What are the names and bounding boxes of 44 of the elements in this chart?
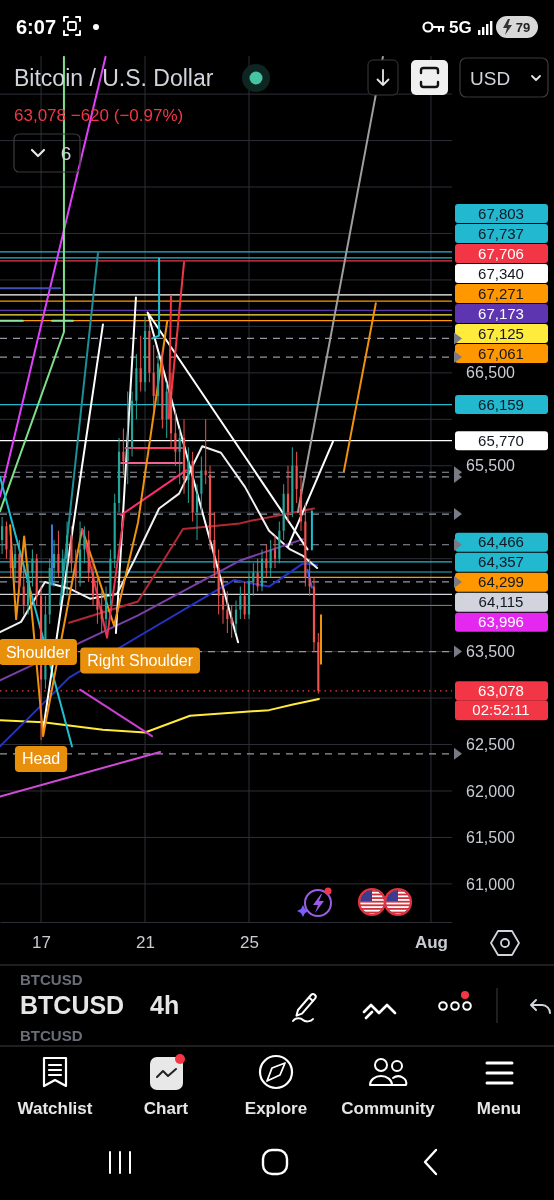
ref-line-label: 67,173 xyxy=(478,304,524,322)
text: 4h xyxy=(150,991,180,1019)
text: 5G xyxy=(449,18,472,37)
text: Menu xyxy=(476,1099,522,1118)
ref-line-label: 67,125 xyxy=(478,324,524,342)
y-tick-label: 62,000 xyxy=(466,782,516,800)
text: 79 xyxy=(515,20,531,35)
y-tick-label: 61,000 xyxy=(466,875,516,893)
ref-line-label: 65,770 xyxy=(478,431,524,449)
ref-line-label: 67,803 xyxy=(478,204,524,222)
text: Community xyxy=(341,1099,436,1118)
text: Explore xyxy=(244,1099,308,1118)
x-tick-label: 25 xyxy=(240,933,259,953)
text: BTCUSD xyxy=(20,1027,83,1044)
ref-line-label: 64,299 xyxy=(478,573,524,591)
x-tick-label: 17 xyxy=(32,933,52,953)
annotation: Shoulder xyxy=(5,643,71,661)
y-tick-label: 62,500 xyxy=(466,736,516,754)
y-tick-label: 61,500 xyxy=(466,829,516,847)
ref-line-label: 63,078 xyxy=(478,682,524,700)
ref-line-label: 67,061 xyxy=(478,344,524,362)
annotation: Right Shoulder xyxy=(87,651,194,669)
text: Chart xyxy=(143,1099,189,1118)
ref-line-label: 67,271 xyxy=(478,284,524,302)
ref-line-label: 67,340 xyxy=(478,264,524,282)
text: BTCUSD xyxy=(20,991,125,1019)
ref-line-label: 67,737 xyxy=(478,224,524,242)
y-tick-label: 63,500 xyxy=(466,643,516,661)
annotation: Head xyxy=(21,750,61,768)
text: 6:07 xyxy=(16,16,57,38)
text: USD xyxy=(470,68,511,89)
y-tick-label: 66,500 xyxy=(466,364,516,382)
x-tick-label: 21 xyxy=(136,933,155,953)
text: 02:52:11 xyxy=(472,701,530,719)
text: BTCUSD xyxy=(20,971,83,988)
ref-line-label: 64,466 xyxy=(478,533,524,551)
y-tick-label: 65,500 xyxy=(466,457,516,475)
ref-line-label: 66,159 xyxy=(478,395,524,413)
ref-line-label: 64,115 xyxy=(478,593,524,611)
text: Watchlist xyxy=(17,1099,93,1118)
x-tick-label: Aug xyxy=(414,933,448,953)
ref-line-label: 64,357 xyxy=(478,553,524,571)
ref-line-label: 63,996 xyxy=(478,613,524,631)
ref-line-label: 67,706 xyxy=(478,244,524,262)
